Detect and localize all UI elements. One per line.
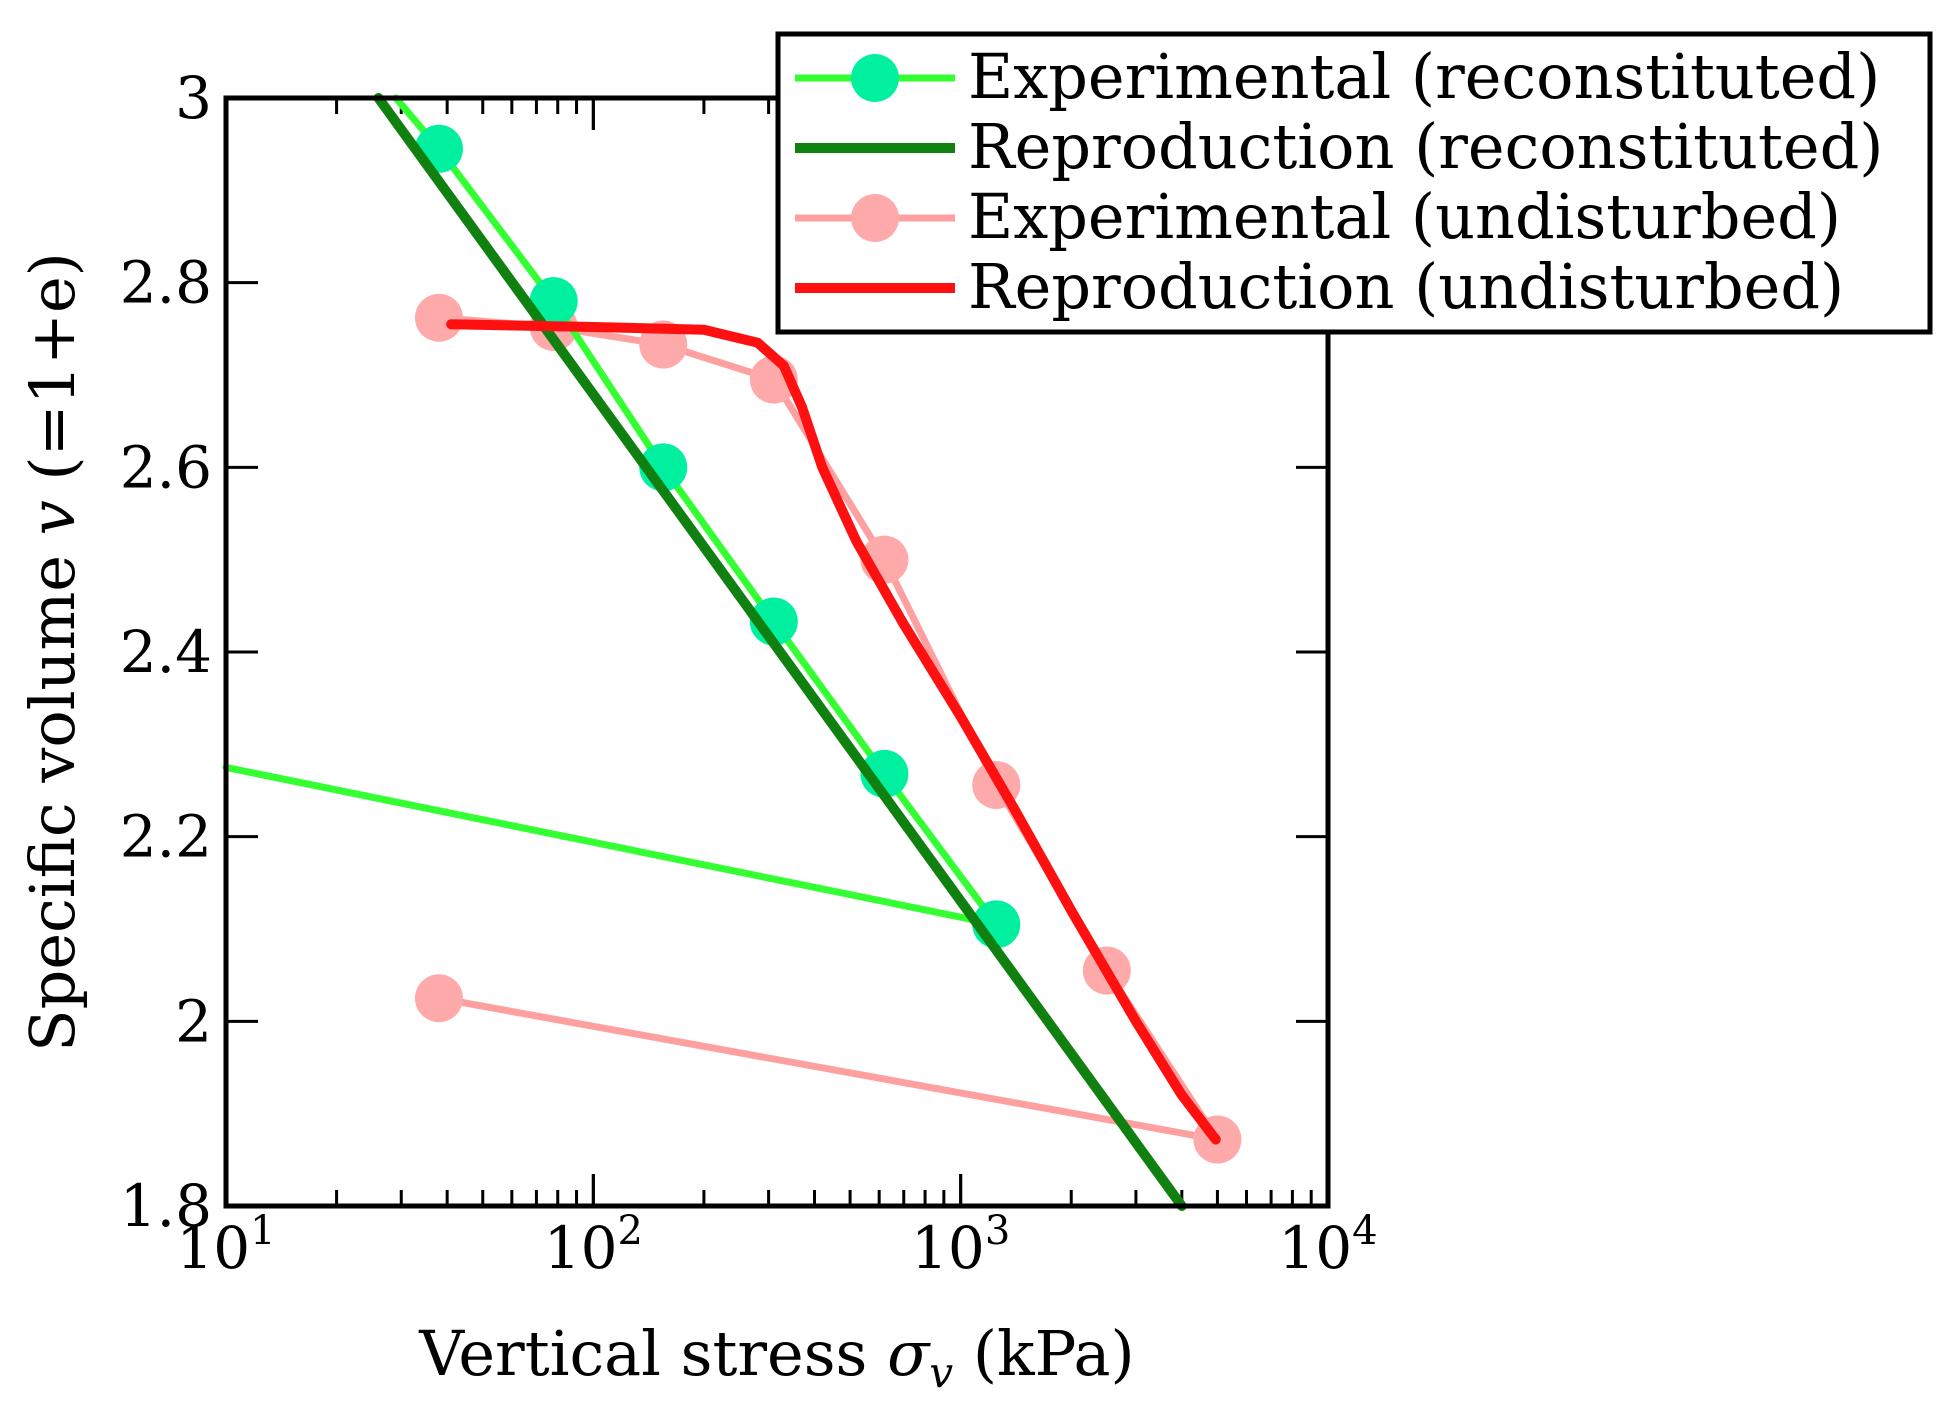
y-tick-label: 2 [175,987,212,1055]
x-tick-label: 101 [176,1208,275,1282]
x-tick-label: 102 [544,1208,643,1282]
x-tick-base: 10 [176,1214,250,1282]
legend-box [775,31,1933,335]
reproduction-reconstituted-line [373,93,1187,1211]
legend-key-marker-2 [851,194,899,242]
x-axis-title-symbol: σ [887,1317,931,1390]
x-tick-exponent: 2 [618,1208,643,1254]
legend-label-2: Experimental (undisturbed) [968,180,1841,253]
legend-label-1: Reproduction (reconstituted) [968,110,1883,183]
series-layer [222,93,1242,1211]
y-tick-label: 2.2 [120,803,212,871]
exp-undisturbed-unloading-line [435,994,1221,1144]
exp-reconstituted-unloading-line [222,763,1000,928]
x-tick-label: 103 [911,1208,1010,1282]
y-tick-label: 2.4 [120,618,212,686]
x-tick-exponent: 3 [985,1208,1010,1254]
reproduction-undisturbed-line [446,319,1221,1145]
y-axis-title-prefix: Specific volume [16,535,89,1052]
x-tick-base: 10 [911,1214,985,1282]
legend-label-0: Experimental (reconstituted) [968,40,1880,113]
y-tick-label: 2.8 [120,249,212,317]
x-tick-exponent: 1 [250,1208,275,1254]
exp-undisturbed-point [414,293,463,342]
x-axis-title-suffix: (kPa) [953,1317,1135,1390]
legend: Experimental (reconstituted) Reproductio… [775,31,1933,335]
y-axis-title-suffix: (=1+e) [16,252,89,500]
y-tick-label: 3 [175,64,212,132]
legend-key-marker-0 [851,54,899,102]
exp-undisturbed-point [414,974,463,1023]
exp-reconstituted-point [529,277,578,326]
y-tick-label: 2.6 [120,433,212,501]
x-tick-base: 10 [544,1214,618,1282]
x-tick-label: 104 [1278,1208,1377,1282]
legend-label-3: Reproduction (undisturbed) [968,250,1844,323]
y-axis-title: Specific volume v (=1+e) [16,252,89,1052]
x-axis-title: Vertical stress σv (kPa) [418,1317,1134,1397]
y-axis-title-symbol: v [16,500,89,535]
x-axis-title-subscript: v [929,1348,953,1397]
y-tick-label: 1.8 [120,1172,212,1240]
legend-keys [795,54,955,293]
x-tick-exponent: 4 [1352,1208,1377,1254]
x-axis-title-prefix: Vertical stress [418,1317,887,1390]
x-tick-base: 10 [1278,1214,1352,1282]
